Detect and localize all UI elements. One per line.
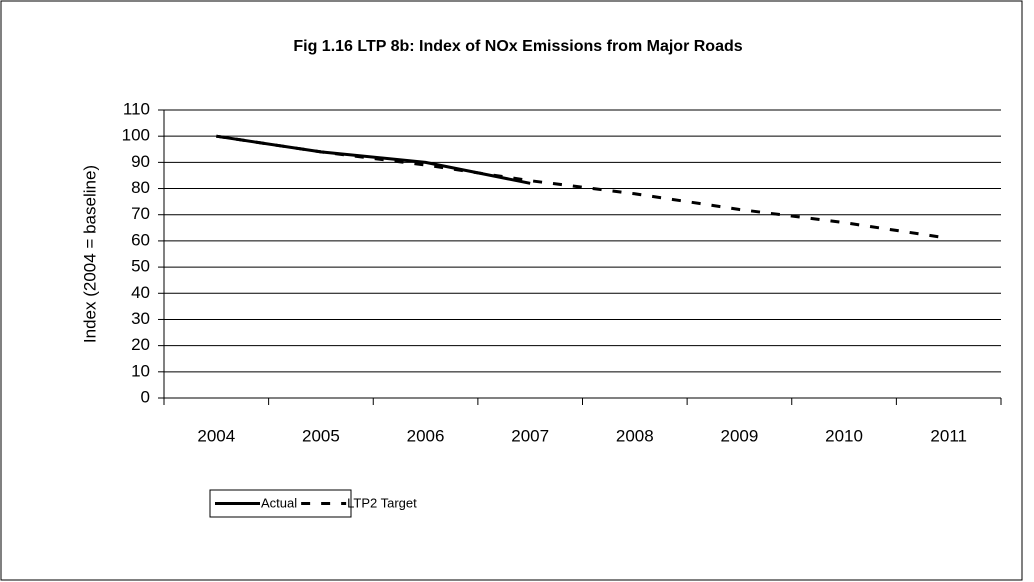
y-tick-label: 0 (141, 387, 150, 406)
series-line (216, 134, 531, 185)
y-tick-label: 30 (131, 309, 150, 328)
y-tick-label: 40 (131, 283, 150, 302)
y-tick-label: 90 (131, 152, 150, 171)
x-tick-label: 2007 (511, 426, 549, 445)
legend-label: Actual (261, 495, 297, 510)
y-tick-label: 20 (131, 335, 150, 354)
y-tick-label: 60 (131, 230, 150, 249)
x-tick-label: 2011 (930, 426, 967, 445)
y-tick-label: 80 (131, 178, 150, 197)
legend-label: LTP2 Target (347, 495, 417, 510)
y-tick-label: 10 (131, 361, 150, 380)
x-tick-label: 2009 (721, 426, 759, 445)
y-tick-label: 50 (131, 257, 150, 276)
x-tick-label: 2010 (825, 426, 863, 445)
x-tick-label: 2006 (407, 426, 445, 445)
x-tick-label: 2004 (197, 426, 235, 445)
y-tick-label: 100 (122, 126, 150, 145)
y-tick-label: 110 (123, 99, 150, 118)
chart-title: Fig 1.16 LTP 8b: Index of NOx Emissions … (293, 38, 742, 55)
y-axis-label: Index (2004 = baseline) (80, 165, 99, 343)
y-tick-label: 70 (131, 204, 150, 223)
x-tick-label: 2008 (616, 426, 654, 445)
x-tick-label: 2005 (302, 426, 340, 445)
